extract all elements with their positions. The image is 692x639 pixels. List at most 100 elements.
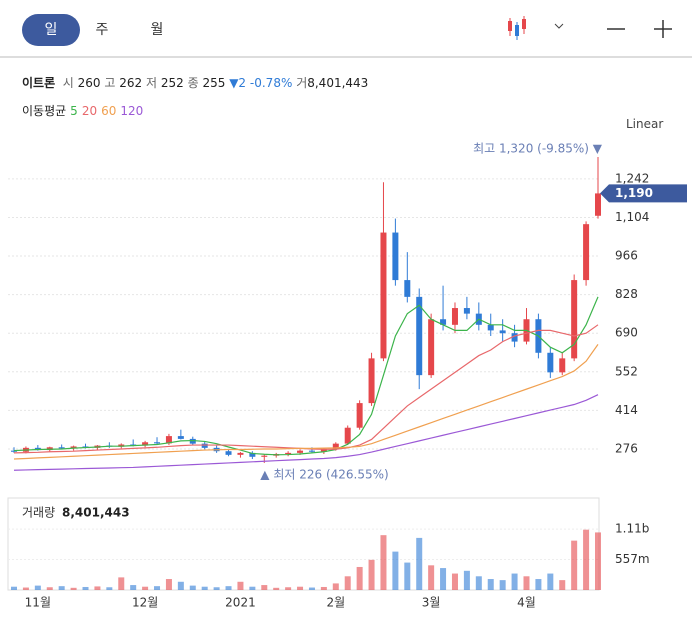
change: ▼2 bbox=[229, 76, 247, 90]
candle-body bbox=[58, 447, 65, 449]
candle-body bbox=[308, 450, 315, 452]
candle-body bbox=[428, 319, 435, 376]
x-tick-label: 2021 bbox=[225, 596, 256, 610]
ma-legend-entry: 60 bbox=[101, 104, 117, 118]
scale-toggle[interactable]: Linear bbox=[626, 117, 664, 131]
y-tick-label: 1,104 bbox=[615, 210, 649, 224]
candle-body bbox=[165, 436, 172, 444]
ma-line bbox=[13, 296, 599, 456]
x-tick-label: 11월 bbox=[25, 596, 51, 610]
ma-legend-entry: 5 bbox=[70, 104, 78, 118]
y-tick-label: 690 bbox=[615, 326, 638, 340]
candle-body bbox=[463, 308, 470, 314]
ma-line bbox=[13, 324, 599, 454]
y-tick-label: 1.11b bbox=[615, 522, 649, 536]
volume-bar bbox=[297, 586, 304, 590]
x-tick-label: 12월 bbox=[132, 596, 158, 610]
volume-bar bbox=[106, 587, 113, 590]
y-tick-label: 276 bbox=[615, 441, 638, 455]
y-tick-label: 828 bbox=[615, 287, 638, 301]
candle-body bbox=[237, 452, 244, 455]
candle-body bbox=[499, 330, 506, 334]
volume-bar bbox=[451, 573, 458, 590]
candle-body bbox=[154, 442, 161, 444]
volume-bar bbox=[285, 587, 292, 590]
volume-bar bbox=[511, 573, 518, 590]
volume-bar bbox=[70, 587, 77, 590]
volume-bar bbox=[440, 568, 447, 590]
volume-bar bbox=[11, 586, 17, 590]
volume-bar bbox=[320, 586, 327, 590]
volume-bar bbox=[356, 566, 363, 590]
volume-value: 8,401,443 bbox=[62, 506, 130, 520]
candle-body bbox=[511, 333, 518, 342]
volume-bar bbox=[22, 587, 29, 590]
volume-bar bbox=[463, 570, 470, 590]
volume-value: 8,401,443 bbox=[307, 76, 369, 90]
candle-body bbox=[404, 280, 411, 297]
candle-body bbox=[559, 358, 566, 373]
y-tick-label: 414 bbox=[615, 403, 638, 417]
candle-body bbox=[261, 455, 268, 457]
volume-title: 거래량 bbox=[22, 506, 55, 520]
stock-name: 이트론 bbox=[22, 76, 56, 90]
candle-body bbox=[225, 451, 232, 455]
volume-bar bbox=[368, 559, 375, 590]
volume-bar bbox=[34, 585, 41, 590]
candle-body bbox=[142, 442, 149, 446]
max-annotation: 최고 1,320 (-9.85%) ▼ bbox=[473, 142, 603, 156]
ma-legend-entry: 20 bbox=[81, 104, 98, 118]
zoom-in[interactable] bbox=[654, 20, 672, 38]
tab-day[interactable]: 일 bbox=[22, 14, 80, 46]
ma-legend: 이동평균 5 20 60 120 bbox=[22, 102, 143, 119]
volume-bar bbox=[595, 532, 601, 590]
candle-body bbox=[249, 452, 256, 457]
volume-bar bbox=[535, 579, 542, 590]
volume-bar bbox=[523, 576, 530, 590]
volume-bar bbox=[237, 581, 244, 590]
volume-bar bbox=[177, 581, 184, 590]
candle-body bbox=[595, 193, 601, 216]
volume-bar bbox=[547, 573, 554, 590]
candle-body bbox=[177, 436, 184, 439]
x-tick-label: 2월 bbox=[326, 596, 345, 610]
ma-legend-entry: 120 bbox=[120, 104, 144, 118]
ma-line bbox=[13, 344, 599, 460]
volume-bar bbox=[344, 576, 351, 590]
tab-month[interactable]: 월 bbox=[150, 22, 164, 38]
y-tick-label: 1,242 bbox=[615, 171, 649, 185]
icon-body bbox=[515, 25, 519, 36]
volume-label: 거 bbox=[296, 76, 308, 90]
dropdown-chevron[interactable] bbox=[554, 23, 564, 29]
volume-bar bbox=[380, 535, 387, 590]
open-label: 시 bbox=[62, 76, 74, 90]
candle-body bbox=[392, 232, 399, 281]
volume-bar bbox=[154, 586, 161, 590]
tab-week[interactable]: 주 bbox=[95, 22, 109, 38]
volume-bar bbox=[571, 540, 578, 590]
candle-body bbox=[344, 427, 351, 444]
volume-bar bbox=[475, 576, 482, 590]
volume-bar bbox=[130, 585, 137, 590]
open-value: 260 bbox=[77, 76, 101, 90]
min-annotation: ▲ 최저 226 (426.55%) bbox=[260, 467, 388, 481]
price-info: 이트론 시 260 고 262 저 252 종 255 ▼2 -0.78% 거8… bbox=[22, 74, 368, 91]
low-label: 저 bbox=[145, 76, 158, 90]
volume-bar bbox=[213, 587, 220, 590]
high-value: 262 bbox=[119, 76, 143, 90]
volume-bar bbox=[499, 580, 506, 590]
low-value: 252 bbox=[160, 76, 184, 90]
volume-bar bbox=[58, 586, 65, 590]
icon-body bbox=[508, 21, 512, 31]
ma-line bbox=[13, 394, 599, 471]
candle-body bbox=[11, 450, 17, 452]
volume-bar bbox=[308, 587, 315, 590]
volume-bar bbox=[189, 585, 196, 590]
candle-body bbox=[487, 324, 494, 331]
volume-bar bbox=[416, 537, 423, 590]
volume-bar bbox=[46, 587, 53, 590]
candle-body bbox=[416, 296, 423, 376]
chart-type-icon[interactable] bbox=[508, 16, 526, 40]
volume-bar bbox=[142, 586, 149, 590]
